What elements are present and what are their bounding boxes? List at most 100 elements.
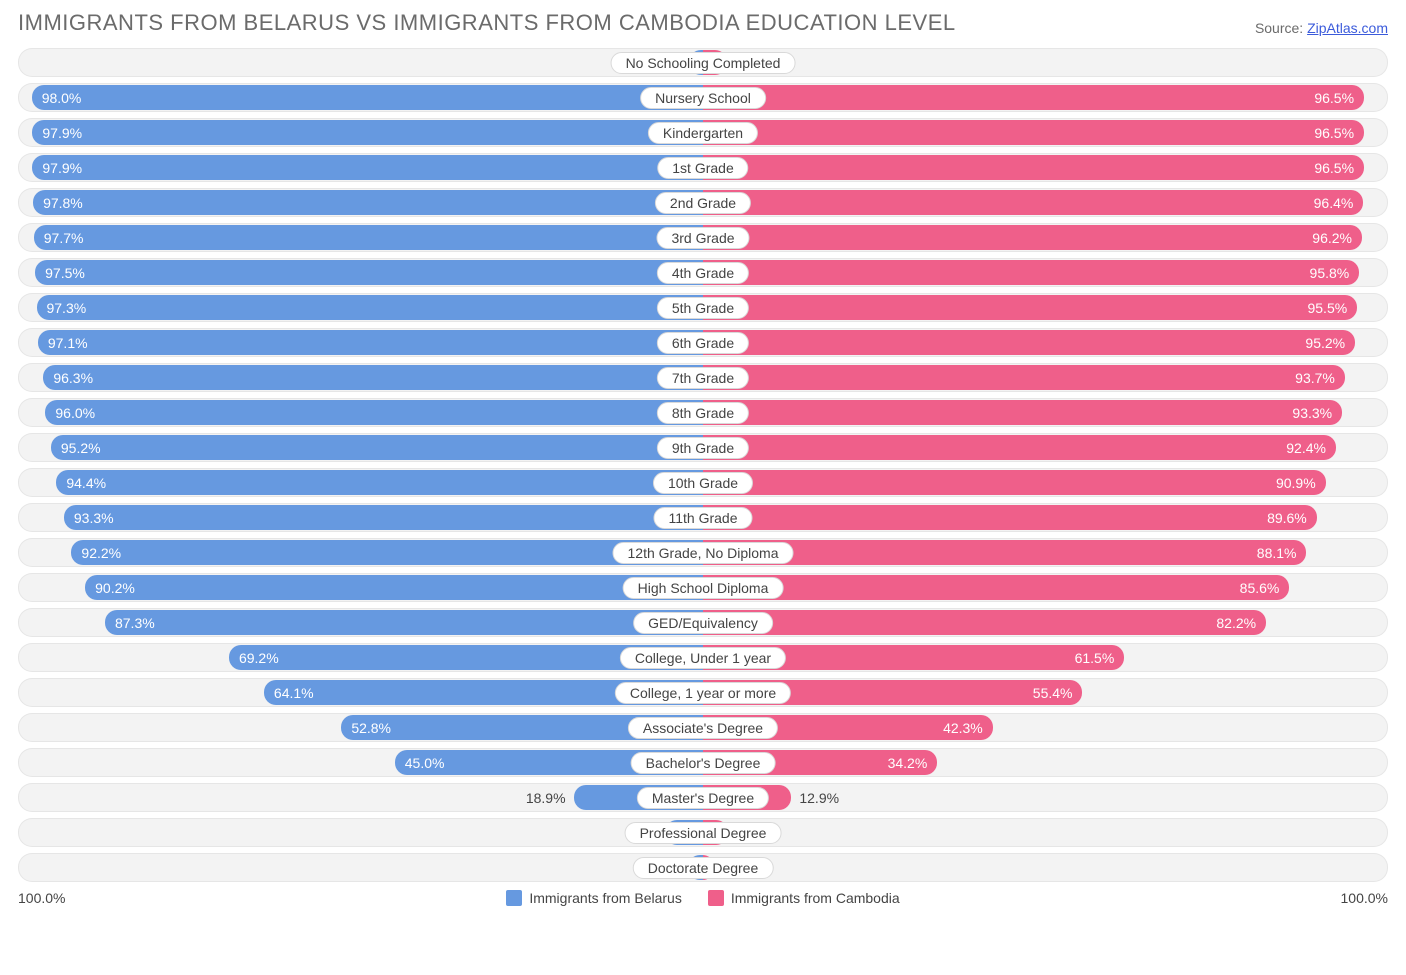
right-half: 3.5% bbox=[703, 48, 1388, 77]
right-bar bbox=[703, 470, 1326, 495]
right-value: 61.5% bbox=[1075, 650, 1115, 666]
left-bar bbox=[32, 155, 703, 180]
category-label: 5th Grade bbox=[657, 297, 749, 319]
right-half: 96.5% bbox=[703, 118, 1388, 147]
chart-header: IMMIGRANTS FROM BELARUS VS IMMIGRANTS FR… bbox=[18, 10, 1388, 36]
category-label: 11th Grade bbox=[653, 507, 752, 529]
category-label: College, Under 1 year bbox=[620, 647, 786, 669]
left-half: 97.3% bbox=[18, 293, 703, 322]
right-half: 95.2% bbox=[703, 328, 1388, 357]
left-value: 96.0% bbox=[55, 405, 95, 421]
left-half: 97.7% bbox=[18, 223, 703, 252]
right-value: 90.9% bbox=[1276, 475, 1316, 491]
chart-row: 94.4%90.9%10th Grade bbox=[18, 468, 1388, 497]
category-label: 9th Grade bbox=[657, 437, 749, 459]
right-half: 93.3% bbox=[703, 398, 1388, 427]
left-value: 92.2% bbox=[81, 545, 121, 561]
left-bar bbox=[32, 120, 703, 145]
left-value: 94.4% bbox=[66, 475, 106, 491]
right-half: 96.5% bbox=[703, 153, 1388, 182]
right-half: 3.6% bbox=[703, 818, 1388, 847]
right-value: 96.5% bbox=[1314, 125, 1354, 141]
left-bar bbox=[33, 190, 703, 215]
legend-item-cambodia: Immigrants from Cambodia bbox=[708, 890, 900, 906]
left-value: 90.2% bbox=[95, 580, 135, 596]
left-half: 97.9% bbox=[18, 153, 703, 182]
left-half: 94.4% bbox=[18, 468, 703, 497]
right-half: 61.5% bbox=[703, 643, 1388, 672]
right-bar bbox=[703, 400, 1342, 425]
right-value: 96.5% bbox=[1314, 90, 1354, 106]
right-value: 82.2% bbox=[1216, 615, 1256, 631]
left-value: 18.9% bbox=[526, 790, 566, 806]
chart-row: 95.2%92.4%9th Grade bbox=[18, 433, 1388, 462]
chart-row: 98.0% 96.5% Nursery School bbox=[18, 83, 1388, 112]
left-half: 92.2% bbox=[18, 538, 703, 567]
chart-row: 96.0%93.3%8th Grade bbox=[18, 398, 1388, 427]
right-bar bbox=[703, 435, 1336, 460]
right-half: 92.4% bbox=[703, 433, 1388, 462]
category-label: Bachelor's Degree bbox=[631, 752, 776, 774]
left-bar bbox=[38, 330, 703, 355]
bar-track bbox=[18, 853, 703, 882]
category-label: 6th Grade bbox=[657, 332, 749, 354]
left-half: 2.2% bbox=[18, 853, 703, 882]
left-value: 52.8% bbox=[351, 720, 391, 736]
left-bar bbox=[32, 85, 703, 110]
left-value: 97.9% bbox=[42, 125, 82, 141]
left-half: 52.8% bbox=[18, 713, 703, 742]
category-label: Nursery School bbox=[640, 87, 766, 109]
left-value: 97.5% bbox=[45, 265, 85, 281]
right-value: 96.4% bbox=[1314, 195, 1354, 211]
chart-row: 97.1% 95.2% 6th Grade bbox=[18, 328, 1388, 357]
right-bar bbox=[703, 295, 1357, 320]
right-half: 96.2% bbox=[703, 223, 1388, 252]
left-half: 5.5% bbox=[18, 818, 703, 847]
right-value: 34.2% bbox=[888, 755, 928, 771]
right-value: 85.6% bbox=[1240, 580, 1280, 596]
source-link[interactable]: ZipAtlas.com bbox=[1307, 20, 1388, 36]
chart-row: 2.2%1.5%Doctorate Degree bbox=[18, 853, 1388, 882]
legend-label-cambodia: Immigrants from Cambodia bbox=[731, 890, 900, 906]
left-value: 64.1% bbox=[274, 685, 314, 701]
left-half: 90.2% bbox=[18, 573, 703, 602]
category-label: High School Diploma bbox=[623, 577, 784, 599]
category-label: College, 1 year or more bbox=[615, 682, 791, 704]
left-value: 97.7% bbox=[44, 230, 84, 246]
category-label: Kindergarten bbox=[648, 122, 758, 144]
right-bar bbox=[703, 225, 1362, 250]
right-bar bbox=[703, 120, 1364, 145]
legend-item-belarus: Immigrants from Belarus bbox=[506, 890, 681, 906]
right-value: 55.4% bbox=[1033, 685, 1073, 701]
category-label: 3rd Grade bbox=[656, 227, 749, 249]
chart-row: 69.2% 61.5% College, Under 1 year bbox=[18, 643, 1388, 672]
right-half: 55.4% bbox=[703, 678, 1388, 707]
chart-source: Source: ZipAtlas.com bbox=[1255, 20, 1388, 36]
left-bar bbox=[64, 505, 703, 530]
right-bar bbox=[703, 85, 1364, 110]
right-half: 34.2% bbox=[703, 748, 1388, 777]
chart-row: 45.0%34.2%Bachelor's Degree bbox=[18, 748, 1388, 777]
right-bar bbox=[703, 155, 1364, 180]
right-value: 95.2% bbox=[1305, 335, 1345, 351]
right-half: 90.9% bbox=[703, 468, 1388, 497]
right-half: 42.3% bbox=[703, 713, 1388, 742]
chart-row: 97.7% 96.2% 3rd Grade bbox=[18, 223, 1388, 252]
left-half: 98.0% bbox=[18, 83, 703, 112]
right-half: 95.8% bbox=[703, 258, 1388, 287]
right-value: 96.2% bbox=[1312, 230, 1352, 246]
left-half: 97.1% bbox=[18, 328, 703, 357]
right-value: 88.1% bbox=[1257, 545, 1297, 561]
category-label: Associate's Degree bbox=[628, 717, 778, 739]
left-half: 97.9% bbox=[18, 118, 703, 147]
left-half: 97.8% bbox=[18, 188, 703, 217]
left-half: 69.2% bbox=[18, 643, 703, 672]
category-label: Professional Degree bbox=[625, 822, 782, 844]
right-half: 95.5% bbox=[703, 293, 1388, 322]
category-label: Master's Degree bbox=[637, 787, 769, 809]
bar-track bbox=[18, 818, 703, 847]
chart-row: 97.3%95.5%5th Grade bbox=[18, 293, 1388, 322]
chart-row: 5.5%3.6%Professional Degree bbox=[18, 818, 1388, 847]
left-half: 95.2% bbox=[18, 433, 703, 462]
right-bar bbox=[703, 540, 1306, 565]
